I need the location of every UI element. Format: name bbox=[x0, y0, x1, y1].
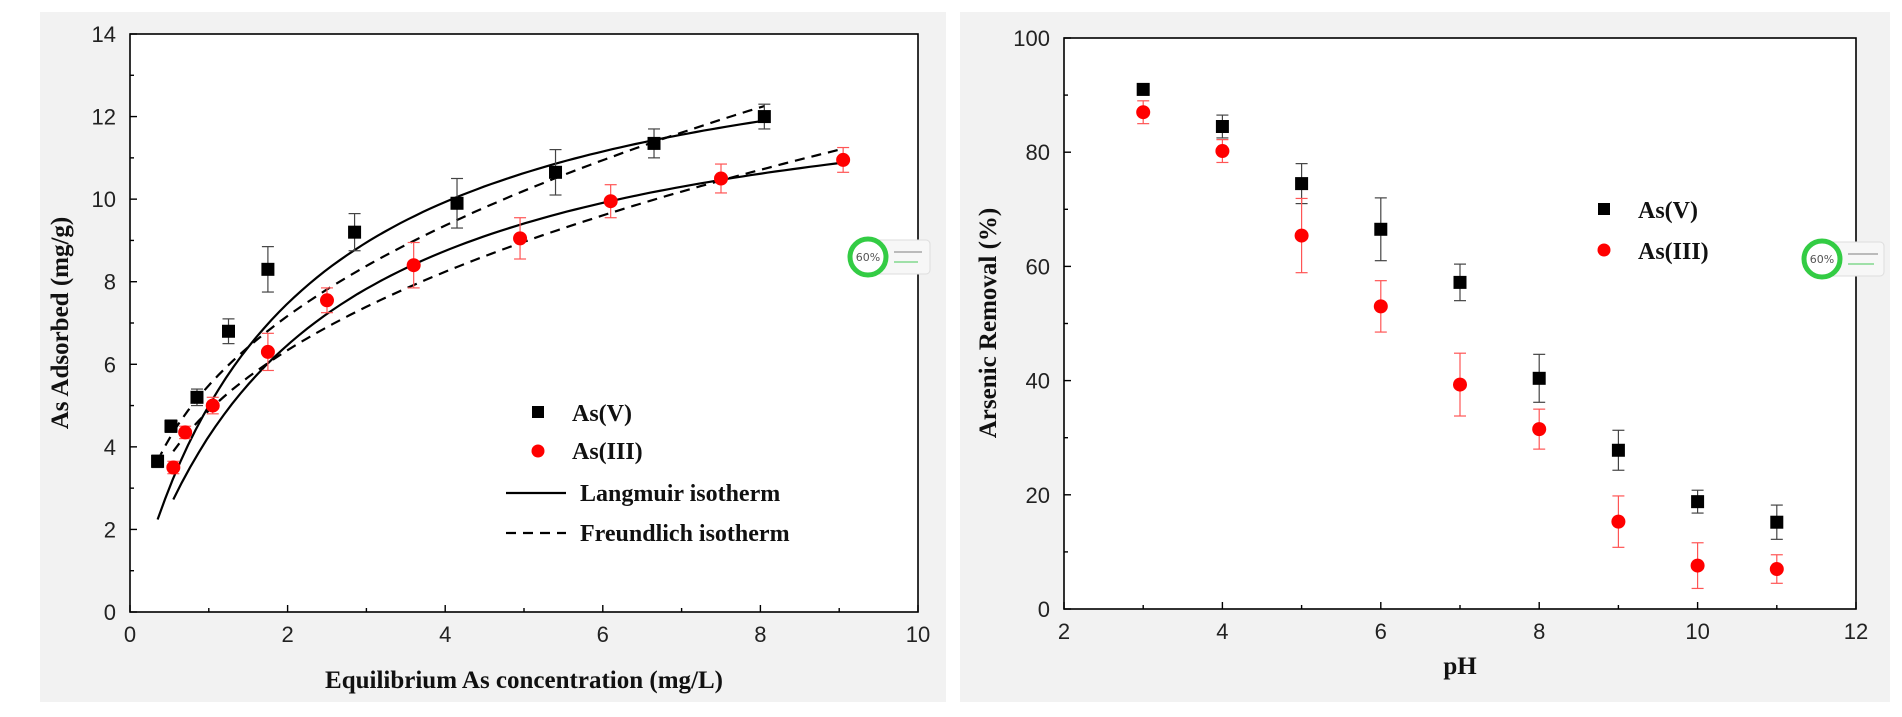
x-tick-label: 8 bbox=[754, 622, 766, 647]
x-tick-label: 8 bbox=[1533, 619, 1545, 644]
as-v-point bbox=[1453, 275, 1467, 289]
as-iii-point bbox=[603, 194, 618, 209]
legend-label-asiii-right: As(III) bbox=[1638, 239, 1709, 265]
legend-label-asiii: As(III) bbox=[572, 439, 643, 465]
progress-ring-icon bbox=[1801, 238, 1843, 280]
as-v-point bbox=[164, 419, 178, 433]
as-iii-point bbox=[1769, 562, 1784, 577]
isotherm-chart: 0 2 4 6 8 10 0 2 4 6 8 10 12 14 Equilibrium As concen… bbox=[47, 22, 930, 694]
as-v-point bbox=[1611, 443, 1625, 457]
x-tick-label: 6 bbox=[1375, 619, 1387, 644]
progress-ring-icon bbox=[847, 236, 889, 278]
as-v-point bbox=[261, 262, 275, 276]
as-iii-point bbox=[1373, 299, 1388, 314]
legend-right: As(V) As(III) bbox=[1597, 198, 1709, 265]
freundlich-isotherm-curve-1 bbox=[172, 147, 844, 452]
ph-removal-chart: 2 4 6 8 10 12 0 20 40 60 80 100 pH Arsenic Removal … bbox=[975, 26, 1868, 680]
as-iii-point bbox=[260, 344, 275, 359]
as-iii-point bbox=[1136, 105, 1151, 120]
as-v-point bbox=[450, 196, 464, 210]
x-axis-title-right: pH bbox=[1443, 653, 1477, 680]
legend-label-freundlich: Freundlich isotherm bbox=[580, 521, 790, 547]
as-iii-point bbox=[166, 460, 181, 475]
as-v-point bbox=[549, 165, 563, 179]
x-tick-label: 0 bbox=[124, 622, 136, 647]
y-tick-label: 10 bbox=[92, 187, 116, 212]
widget-percent-right: 60% bbox=[1810, 253, 1834, 266]
plot-area-right bbox=[1064, 38, 1856, 609]
y-tick-label: 6 bbox=[104, 352, 116, 377]
data-points-left bbox=[151, 103, 851, 475]
y-tick-label: 14 bbox=[92, 22, 116, 47]
as-iii-point bbox=[320, 293, 334, 308]
x-axis-title-left: Equilibrium As concentration (mg/L) bbox=[325, 667, 723, 694]
x-tick-label: 4 bbox=[439, 622, 451, 647]
as-v-point bbox=[647, 136, 661, 150]
as-v-point bbox=[1532, 371, 1546, 385]
legend-label-langmuir: Langmuir isotherm bbox=[580, 481, 780, 507]
as-iii-point bbox=[1453, 377, 1467, 392]
x-tick-label: 4 bbox=[1216, 619, 1228, 644]
axes-right: 2 4 6 8 10 12 0 20 40 60 80 100 bbox=[1013, 26, 1868, 644]
as-iii-point bbox=[836, 152, 851, 167]
y-tick-label: 100 bbox=[1013, 26, 1050, 51]
x-tick-label: 2 bbox=[1058, 619, 1070, 644]
y-axis-title-right: Arsenic Removal (%) bbox=[975, 208, 1002, 439]
as-v-point bbox=[1295, 177, 1309, 191]
as-v-point bbox=[222, 324, 235, 338]
as-iii-point bbox=[178, 425, 193, 440]
legend-marker-asv bbox=[532, 406, 544, 418]
as-v-point bbox=[1215, 120, 1229, 134]
as-iii-point bbox=[1611, 514, 1626, 529]
x-tick-label: 2 bbox=[281, 622, 293, 647]
y-tick-label: 12 bbox=[92, 105, 116, 130]
legend-label-asv-right: As(V) bbox=[1638, 198, 1698, 224]
legend-marker-asv-right bbox=[1598, 203, 1610, 215]
axes-left: 0 2 4 6 8 10 0 2 4 6 8 10 12 14 bbox=[92, 22, 931, 647]
x-tick-label: 12 bbox=[1844, 619, 1868, 644]
as-iii-point bbox=[1690, 558, 1705, 573]
progress-widget-left[interactable]: 60% bbox=[847, 236, 931, 278]
legend-marker-asiii bbox=[531, 444, 545, 458]
y-tick-label: 0 bbox=[1038, 597, 1050, 622]
widget-percent-left: 60% bbox=[856, 251, 880, 264]
y-tick-label: 60 bbox=[1026, 254, 1050, 279]
y-tick-label: 20 bbox=[1026, 483, 1050, 508]
as-v-point bbox=[1374, 222, 1388, 236]
x-tick-label: 10 bbox=[1685, 619, 1709, 644]
plot-area-left bbox=[130, 34, 918, 612]
as-iii-point bbox=[1532, 422, 1547, 437]
as-iii-point bbox=[513, 231, 528, 246]
as-v-point bbox=[190, 390, 204, 404]
data-points-right bbox=[1136, 82, 1784, 590]
y-tick-label: 80 bbox=[1026, 140, 1050, 165]
y-tick-label: 0 bbox=[104, 600, 116, 625]
x-tick-label: 6 bbox=[597, 622, 609, 647]
y-tick-label: 2 bbox=[104, 517, 116, 542]
freundlich-isotherm-curve-0 bbox=[156, 105, 765, 462]
as-v-point bbox=[151, 454, 165, 468]
legend-left: As(V) As(III) Langmuir isotherm Freundli… bbox=[506, 401, 790, 547]
as-iii-point bbox=[714, 171, 728, 186]
y-tick-label: 4 bbox=[104, 435, 116, 460]
legend-label-asv: As(V) bbox=[572, 401, 632, 427]
as-v-point bbox=[348, 225, 362, 239]
y-tick-label: 40 bbox=[1026, 369, 1050, 394]
y-tick-label: 8 bbox=[104, 270, 116, 295]
as-iii-point bbox=[406, 258, 421, 273]
as-iii-point bbox=[1294, 228, 1309, 243]
as-v-point bbox=[1136, 82, 1150, 96]
as-v-point bbox=[1691, 495, 1705, 509]
as-iii-point bbox=[1215, 144, 1230, 159]
y-axis-title-left: As Adsorbed (mg/g) bbox=[47, 217, 74, 430]
fit-curves-left bbox=[156, 105, 844, 520]
as-v-point bbox=[1770, 515, 1784, 529]
as-iii-point bbox=[205, 398, 220, 413]
legend-marker-asiii-right bbox=[1597, 243, 1611, 257]
as-v-point bbox=[757, 110, 771, 124]
progress-widget-right[interactable]: 60% bbox=[1801, 238, 1885, 280]
x-tick-label: 10 bbox=[906, 622, 930, 647]
